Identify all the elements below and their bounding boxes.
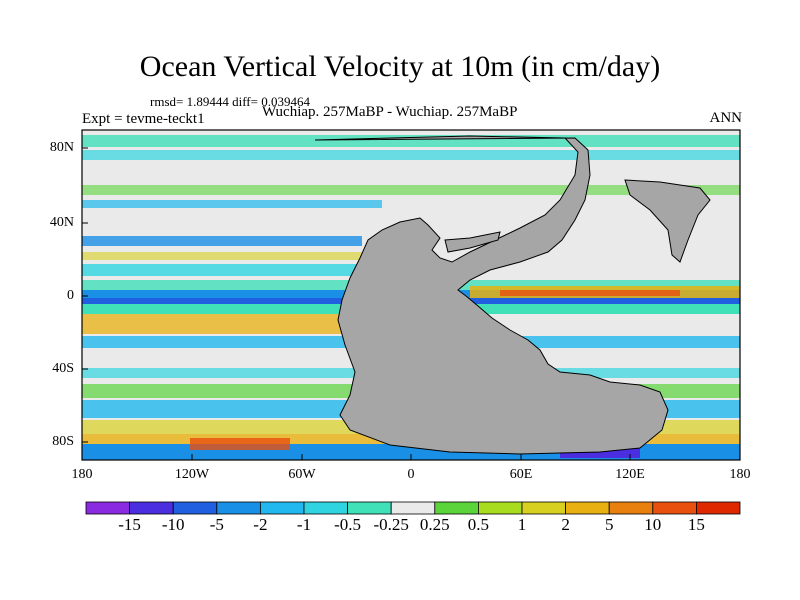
season-label: ANN — [709, 110, 743, 126]
plot-subtitle: Wuchiap. 257MaBP - Wuchiap. 257MaBP — [262, 104, 518, 120]
lon-tick-180w: 180 — [71, 467, 93, 482]
map-area — [82, 130, 740, 460]
landmass — [314, 135, 669, 455]
colorbar-swatch — [172, 501, 218, 515]
colorbar-label: 5 — [604, 515, 614, 534]
colorbar-swatch — [608, 501, 654, 515]
colorbar-label: 15 — [687, 515, 705, 534]
colorbar-label: -1 — [296, 515, 312, 534]
colorbar-swatch — [216, 501, 261, 515]
colorbar-swatch — [696, 501, 741, 515]
colorbar-swatch — [303, 501, 348, 515]
lat-tick-80s: 80S — [52, 434, 74, 449]
lat-tick-0: 0 — [67, 288, 74, 303]
colorbar-label: 1 — [517, 515, 527, 534]
colorbar-swatch — [259, 501, 305, 515]
colorbar-swatch — [347, 501, 392, 515]
stats-text: rmsd= 1.89444 diff= 0.039464 — [150, 94, 310, 109]
north-island — [624, 179, 711, 263]
tick-marks — [82, 147, 631, 460]
lon-tick-60w: 60W — [288, 467, 316, 482]
lon-tick-0: 0 — [407, 467, 415, 482]
lon-tick-60e: 60E — [509, 467, 533, 482]
colorbar-swatch — [521, 501, 566, 515]
lat-tick-40n: 40N — [49, 215, 74, 230]
lon-tick-120w: 120W — [174, 467, 210, 482]
cimmerian-strip — [444, 231, 501, 253]
lat-tick-80n: 80N — [49, 140, 74, 155]
colorbar — [85, 501, 741, 515]
colorbar-label: -0.25 — [373, 515, 409, 534]
colorbar-label: -0.5 — [334, 515, 362, 534]
colorbar-swatch — [129, 501, 174, 515]
colorbar-label: -5 — [209, 515, 224, 534]
colorbar-label: 0.25 — [419, 515, 450, 534]
lon-tick-120e: 120E — [615, 467, 645, 482]
colorbar-swatch — [565, 501, 610, 515]
colorbar-label: 10 — [644, 515, 662, 534]
lon-tick-180e: 180 — [729, 467, 751, 482]
colorbar-label: -15 — [118, 515, 141, 534]
lat-tick-40s: 40S — [52, 361, 74, 376]
colorbar-swatch — [477, 501, 523, 515]
colorbar-swatch — [85, 501, 130, 515]
colorbar-swatch — [434, 501, 479, 515]
colorbar-label: -2 — [253, 515, 268, 534]
colorbar-label: 2 — [561, 515, 570, 534]
plot-title: Ocean Vertical Velocity at 10m (in cm/da… — [139, 50, 661, 83]
colorbar-label: -10 — [161, 515, 185, 534]
colorbar-swatch — [652, 501, 697, 515]
colorbar-swatch — [390, 501, 436, 515]
experiment-label: Expt = tevme-teckt1 — [82, 111, 205, 127]
colorbar-label: 0.5 — [467, 515, 490, 534]
